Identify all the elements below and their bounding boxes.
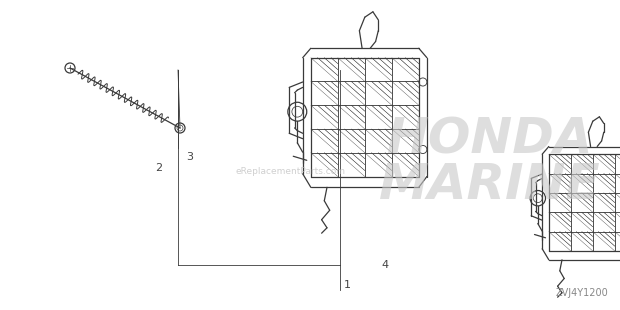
Text: MARINE: MARINE [379, 161, 601, 209]
Text: HONDA: HONDA [387, 116, 593, 164]
Text: 1: 1 [344, 280, 351, 290]
Circle shape [65, 63, 75, 73]
Text: ZVJ4Y1200: ZVJ4Y1200 [556, 288, 608, 298]
Text: eReplacementParts.com: eReplacementParts.com [235, 167, 345, 176]
Circle shape [418, 145, 427, 153]
Circle shape [175, 123, 185, 133]
Text: 4: 4 [381, 260, 389, 270]
Text: 2: 2 [155, 163, 162, 173]
Text: 3: 3 [186, 152, 193, 162]
Circle shape [418, 78, 427, 86]
